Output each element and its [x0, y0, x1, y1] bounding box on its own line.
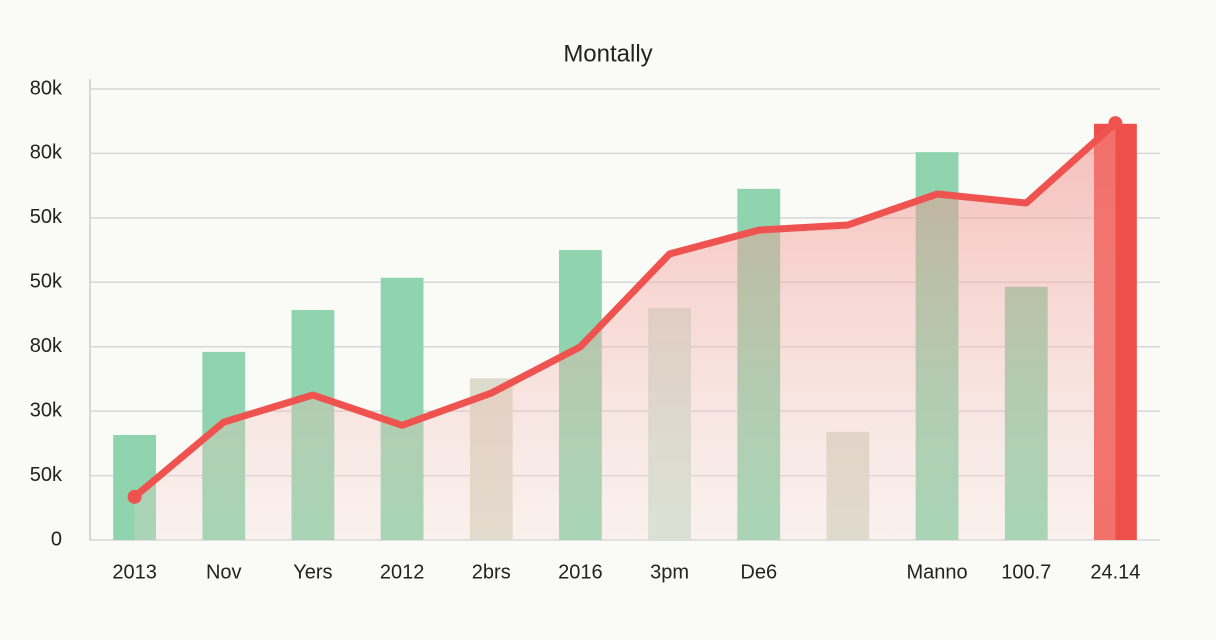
x-tick-label: 100.7	[1001, 561, 1051, 583]
line-area	[134, 123, 1116, 540]
chart-title: Montally	[563, 40, 652, 67]
y-tick-label: 80k	[30, 335, 63, 357]
y-tick-label: 80k	[30, 77, 63, 99]
x-tick-label: 2brs	[472, 561, 511, 583]
x-tick-label: Yers	[293, 561, 332, 583]
y-tick-label: 50k	[30, 206, 63, 228]
y-tick-label: 80k	[30, 142, 63, 164]
y-tick-label: 50k	[30, 271, 63, 293]
line	[131, 119, 1119, 501]
x-tick-label: De6	[740, 561, 777, 583]
x-tick-label: 2016	[558, 561, 603, 583]
x-tick-label: 2013	[112, 561, 157, 583]
x-tick-label: 3pm	[650, 561, 689, 583]
line-end-point	[1108, 116, 1123, 131]
line-end-point	[127, 489, 142, 504]
x-tick-label: 2012	[380, 561, 425, 583]
y-tick-label: 50k	[30, 464, 63, 486]
y-tick-label: 30k	[30, 399, 63, 421]
x-tick-label: 24.14	[1090, 561, 1140, 583]
y-tick-label: 0	[51, 528, 62, 550]
x-tick-label: Nov	[206, 561, 242, 583]
x-tick-label: Manno	[907, 561, 968, 583]
